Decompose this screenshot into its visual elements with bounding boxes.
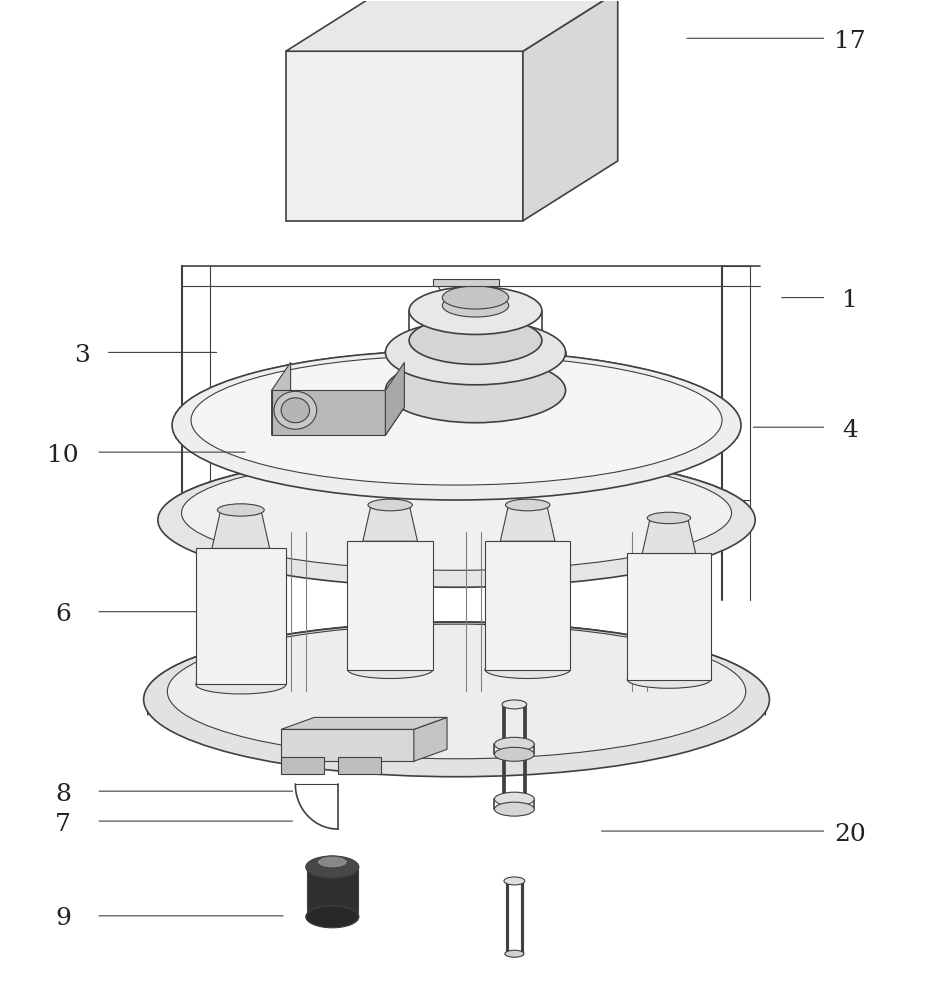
Ellipse shape	[504, 877, 525, 885]
Ellipse shape	[506, 499, 550, 511]
Ellipse shape	[172, 350, 741, 500]
Text: 10: 10	[48, 444, 79, 467]
Polygon shape	[272, 390, 385, 435]
Polygon shape	[628, 553, 710, 680]
Ellipse shape	[385, 320, 566, 385]
Ellipse shape	[495, 747, 534, 761]
Ellipse shape	[442, 294, 509, 317]
Ellipse shape	[442, 286, 509, 309]
Ellipse shape	[347, 661, 433, 679]
Polygon shape	[414, 717, 447, 761]
Polygon shape	[196, 548, 286, 684]
Polygon shape	[286, 51, 523, 221]
Ellipse shape	[274, 391, 317, 429]
Text: 7: 7	[55, 813, 71, 836]
Polygon shape	[281, 757, 323, 774]
Ellipse shape	[495, 802, 534, 816]
Polygon shape	[500, 505, 555, 541]
Ellipse shape	[306, 906, 359, 928]
Text: 1: 1	[843, 289, 858, 312]
Ellipse shape	[218, 504, 264, 516]
Polygon shape	[385, 362, 404, 435]
Ellipse shape	[191, 355, 722, 485]
Polygon shape	[523, 0, 618, 221]
Polygon shape	[485, 541, 571, 670]
Ellipse shape	[495, 737, 534, 751]
Ellipse shape	[167, 624, 746, 759]
Text: 6: 6	[55, 603, 71, 626]
Polygon shape	[162, 452, 751, 529]
Polygon shape	[281, 729, 414, 761]
Text: 17: 17	[834, 30, 865, 53]
Ellipse shape	[317, 856, 347, 868]
Ellipse shape	[495, 792, 534, 806]
Polygon shape	[338, 757, 380, 774]
Polygon shape	[307, 867, 358, 917]
Ellipse shape	[182, 456, 731, 570]
Ellipse shape	[385, 358, 566, 423]
Polygon shape	[642, 518, 695, 553]
Polygon shape	[281, 717, 447, 729]
Ellipse shape	[306, 856, 359, 878]
Ellipse shape	[409, 317, 542, 364]
Ellipse shape	[648, 512, 690, 524]
Polygon shape	[433, 279, 499, 286]
Polygon shape	[272, 362, 291, 435]
Ellipse shape	[502, 700, 527, 709]
Text: 20: 20	[834, 823, 866, 846]
Ellipse shape	[505, 950, 524, 957]
Text: 8: 8	[55, 783, 71, 806]
Ellipse shape	[144, 622, 769, 777]
Polygon shape	[347, 541, 433, 670]
Ellipse shape	[196, 675, 286, 694]
Polygon shape	[286, 0, 618, 51]
Ellipse shape	[368, 499, 413, 511]
Ellipse shape	[281, 398, 310, 423]
Ellipse shape	[158, 453, 755, 587]
Text: 4: 4	[842, 419, 858, 442]
Ellipse shape	[485, 661, 571, 679]
Polygon shape	[363, 505, 417, 541]
Polygon shape	[176, 350, 737, 438]
Text: 9: 9	[55, 907, 71, 930]
Polygon shape	[272, 407, 404, 435]
Ellipse shape	[628, 671, 710, 688]
Ellipse shape	[409, 287, 542, 334]
Polygon shape	[212, 510, 270, 548]
Polygon shape	[147, 622, 766, 715]
Text: 3: 3	[74, 344, 90, 367]
